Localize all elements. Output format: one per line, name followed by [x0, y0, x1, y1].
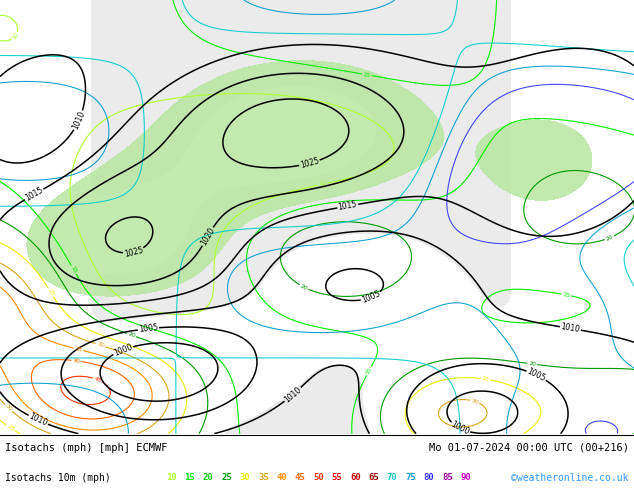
Text: 75: 75 — [405, 473, 416, 482]
Text: 35: 35 — [74, 346, 83, 353]
Text: 1025: 1025 — [299, 156, 320, 170]
Text: 70: 70 — [387, 473, 398, 482]
Text: 85: 85 — [442, 473, 453, 482]
Text: 20: 20 — [299, 283, 309, 291]
Text: 25: 25 — [481, 376, 490, 382]
Text: 1005: 1005 — [138, 323, 158, 334]
Text: 1000: 1000 — [112, 342, 134, 358]
Text: ©weatheronline.co.uk: ©weatheronline.co.uk — [512, 472, 629, 483]
Text: 35: 35 — [258, 473, 269, 482]
Text: 15: 15 — [70, 265, 78, 274]
Text: 1015: 1015 — [337, 200, 358, 212]
Text: 15: 15 — [562, 292, 571, 298]
Text: 25: 25 — [47, 288, 55, 297]
Text: 30: 30 — [96, 342, 105, 349]
Text: 50: 50 — [313, 473, 324, 482]
Text: 30: 30 — [470, 398, 479, 405]
Text: 20: 20 — [605, 234, 614, 242]
Text: 20: 20 — [203, 473, 214, 482]
Text: 20: 20 — [528, 361, 536, 367]
Text: 45: 45 — [93, 376, 102, 384]
Text: 25: 25 — [221, 473, 232, 482]
Text: 80: 80 — [424, 473, 434, 482]
Text: 1025: 1025 — [123, 245, 144, 259]
Text: 10: 10 — [11, 32, 20, 41]
Text: 1005: 1005 — [526, 367, 547, 384]
Text: 15: 15 — [184, 473, 195, 482]
Text: 1010: 1010 — [283, 385, 303, 404]
Text: 1000: 1000 — [450, 420, 471, 437]
Text: Isotachs (mph) [mph] ECMWF: Isotachs (mph) [mph] ECMWF — [5, 443, 167, 453]
Text: 20: 20 — [127, 331, 136, 339]
Text: 10: 10 — [318, 181, 327, 188]
Text: 45: 45 — [295, 473, 306, 482]
Text: 1015: 1015 — [23, 186, 45, 203]
Text: 60: 60 — [350, 473, 361, 482]
Text: 15: 15 — [363, 72, 371, 78]
Text: 1010: 1010 — [560, 322, 581, 335]
Text: 15: 15 — [365, 367, 373, 376]
Text: Mo 01-07-2024 00:00 UTC (00+216): Mo 01-07-2024 00:00 UTC (00+216) — [429, 443, 629, 453]
Text: 65: 65 — [368, 473, 379, 482]
Text: 10: 10 — [166, 473, 177, 482]
Text: 40: 40 — [72, 358, 81, 364]
Text: 55: 55 — [332, 473, 342, 482]
Text: 30: 30 — [4, 403, 13, 413]
Text: 40: 40 — [276, 473, 287, 482]
Text: 25: 25 — [6, 423, 15, 432]
Text: 1010: 1010 — [27, 412, 49, 428]
Text: Isotachs 10m (mph): Isotachs 10m (mph) — [5, 472, 111, 483]
Text: 1010: 1010 — [71, 110, 87, 131]
Text: 90: 90 — [460, 473, 471, 482]
Text: 30: 30 — [240, 473, 250, 482]
Text: 1020: 1020 — [199, 226, 217, 247]
Text: 1005: 1005 — [360, 290, 382, 305]
